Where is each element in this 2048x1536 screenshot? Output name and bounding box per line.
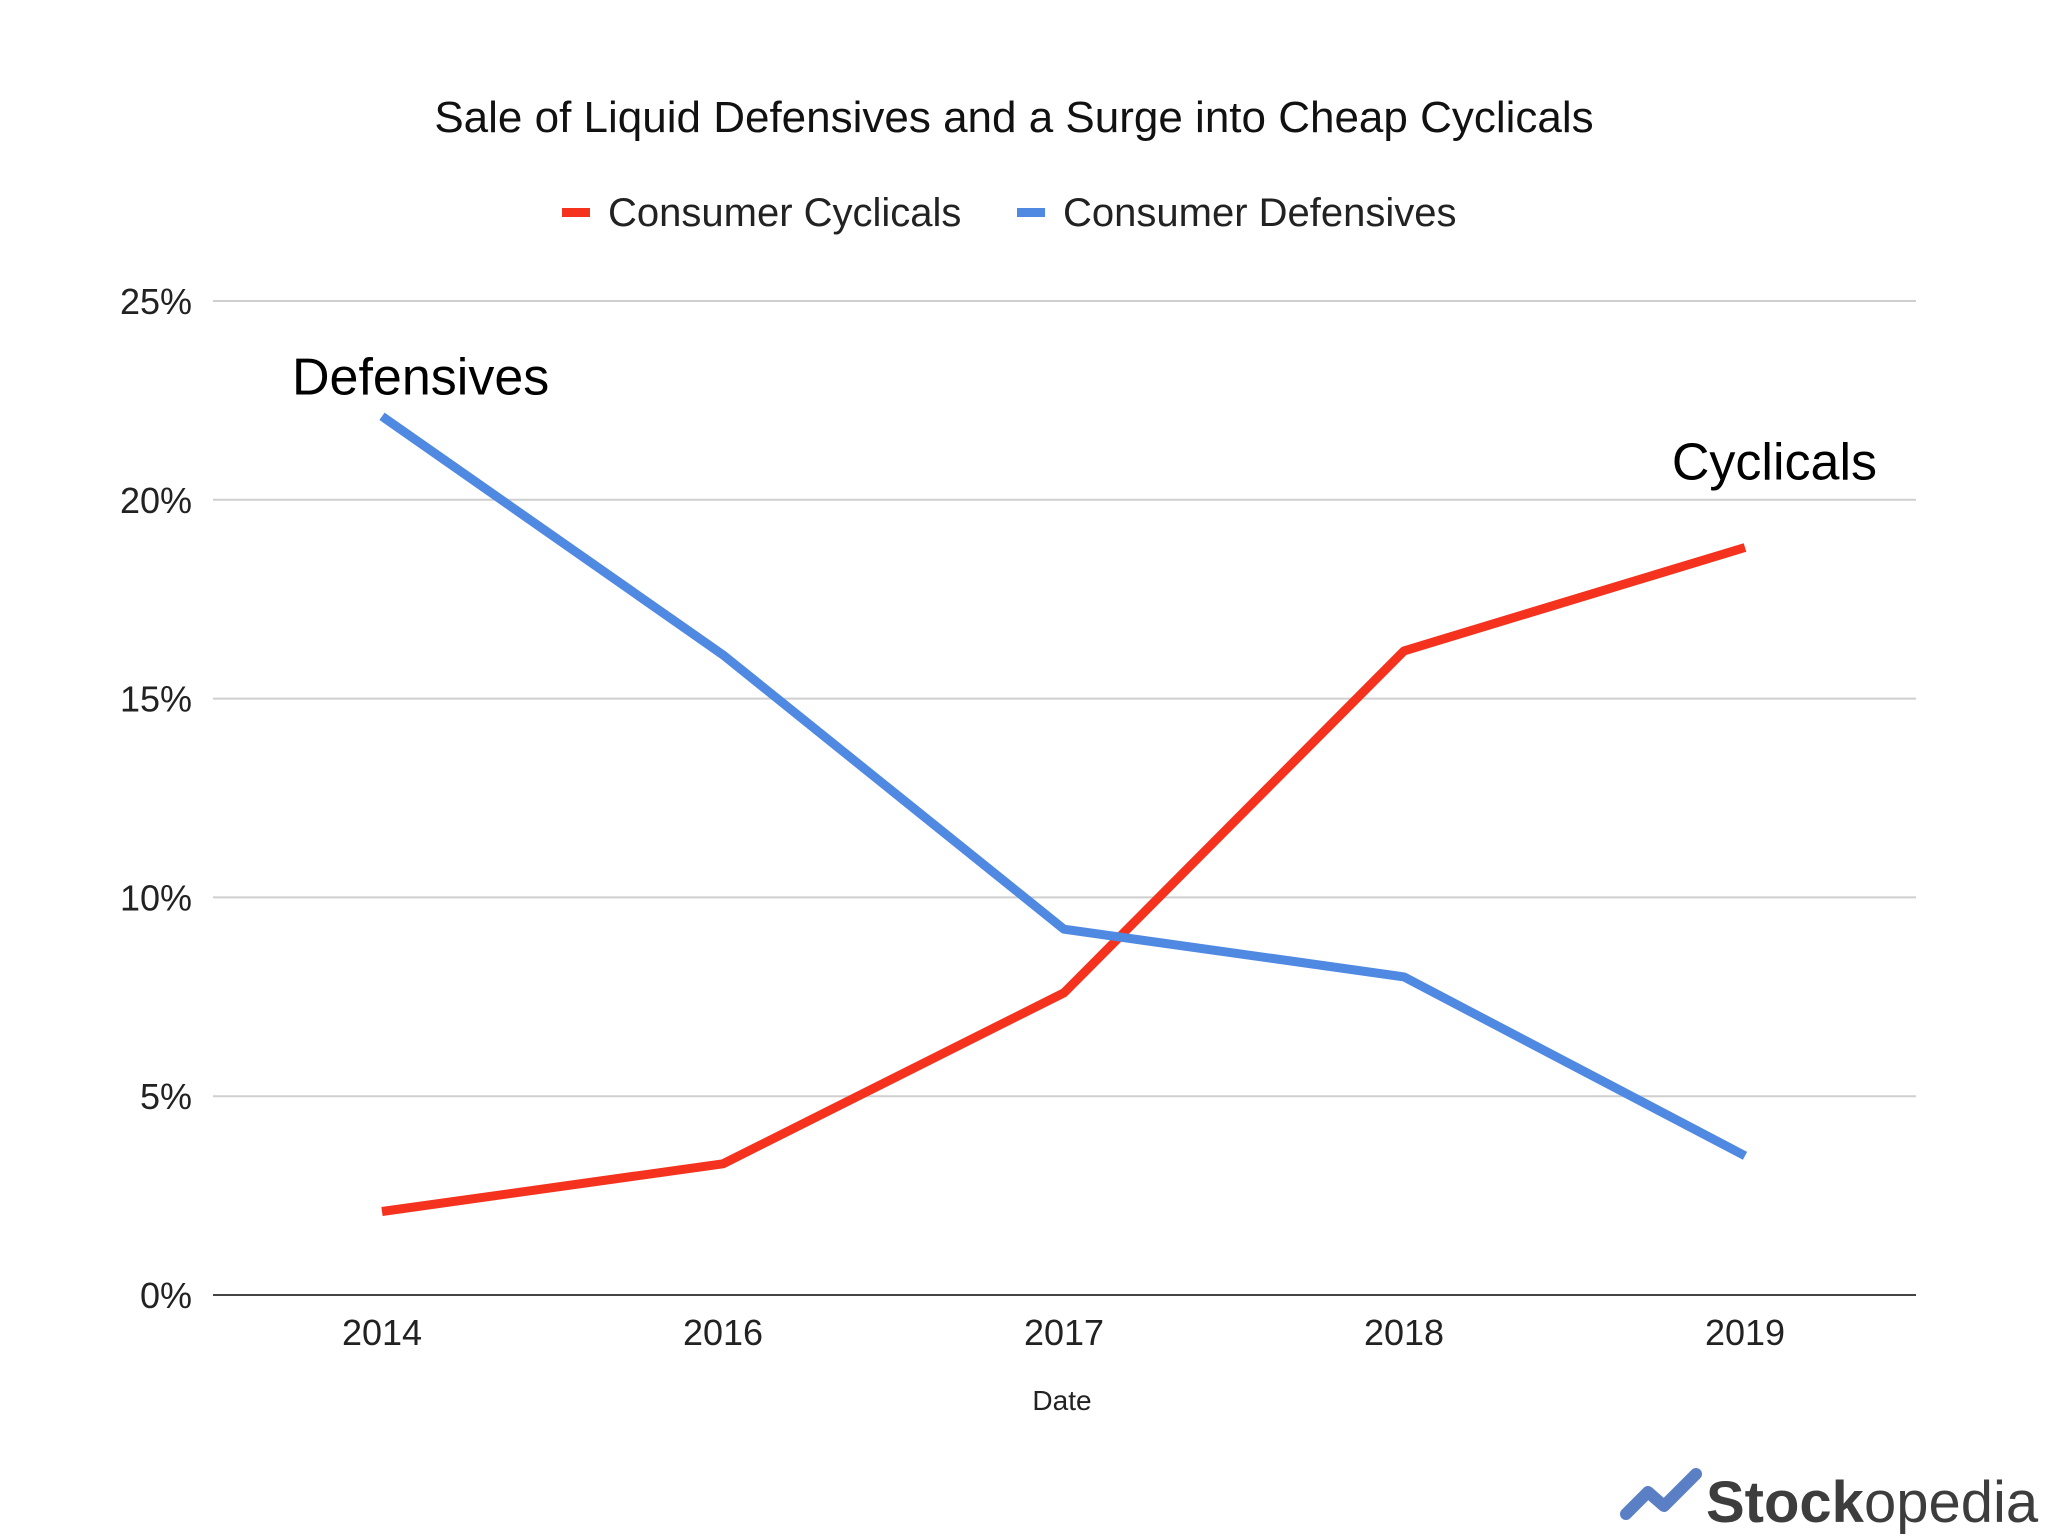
y-tick-label: 25% [120, 281, 192, 322]
brand-wordmark-prefix: Stock [1706, 1470, 1865, 1535]
series-group [379, 412, 1748, 1216]
brand-wordmark: Stockopedia [1706, 1470, 2039, 1535]
x-tick-label: 2016 [683, 1312, 763, 1353]
trend-check-icon [1620, 1468, 1702, 1520]
x-tick-label: 2014 [342, 1312, 422, 1353]
legend-item: Consumer Cyclicals [562, 191, 961, 235]
x-tick-label: 2018 [1364, 1312, 1444, 1353]
legend: Consumer Cyclicals Consumer Defensives [562, 191, 1457, 235]
legend-item: Consumer Defensives [1017, 191, 1457, 235]
y-axis-ticks: 0% 5% 10% 15% 20% 25% [120, 281, 192, 1316]
x-axis-ticks: 2014 2016 2017 2018 2019 [342, 1312, 1785, 1353]
legend-label: Consumer Cyclicals [608, 191, 961, 235]
y-tick-label: 15% [120, 679, 192, 720]
y-tick-label: 20% [120, 480, 192, 521]
series-line-consumer-defensives [379, 412, 1748, 1160]
y-tick-label: 10% [120, 877, 192, 918]
series-line-consumer-cyclicals [381, 543, 1747, 1216]
legend-label: Consumer Defensives [1063, 191, 1457, 235]
annotation-defensives: Defensives [292, 348, 549, 406]
x-tick-label: 2017 [1024, 1312, 1104, 1353]
grid [213, 300, 1916, 1296]
brand-logo: Stockopedia [1620, 1468, 2039, 1535]
x-axis-label: Date [1032, 1385, 1091, 1416]
legend-swatch [562, 208, 590, 217]
annotations: Defensives Cyclicals [292, 348, 1877, 491]
x-tick-label: 2019 [1705, 1312, 1785, 1353]
y-tick-label: 5% [140, 1076, 192, 1117]
chart-title: Sale of Liquid Defensives and a Surge in… [434, 93, 1593, 142]
annotation-cyclicals: Cyclicals [1672, 434, 1877, 492]
y-tick-label: 0% [140, 1275, 192, 1316]
brand-wordmark-suffix: opedia [1864, 1470, 2039, 1535]
legend-swatch [1017, 208, 1045, 217]
